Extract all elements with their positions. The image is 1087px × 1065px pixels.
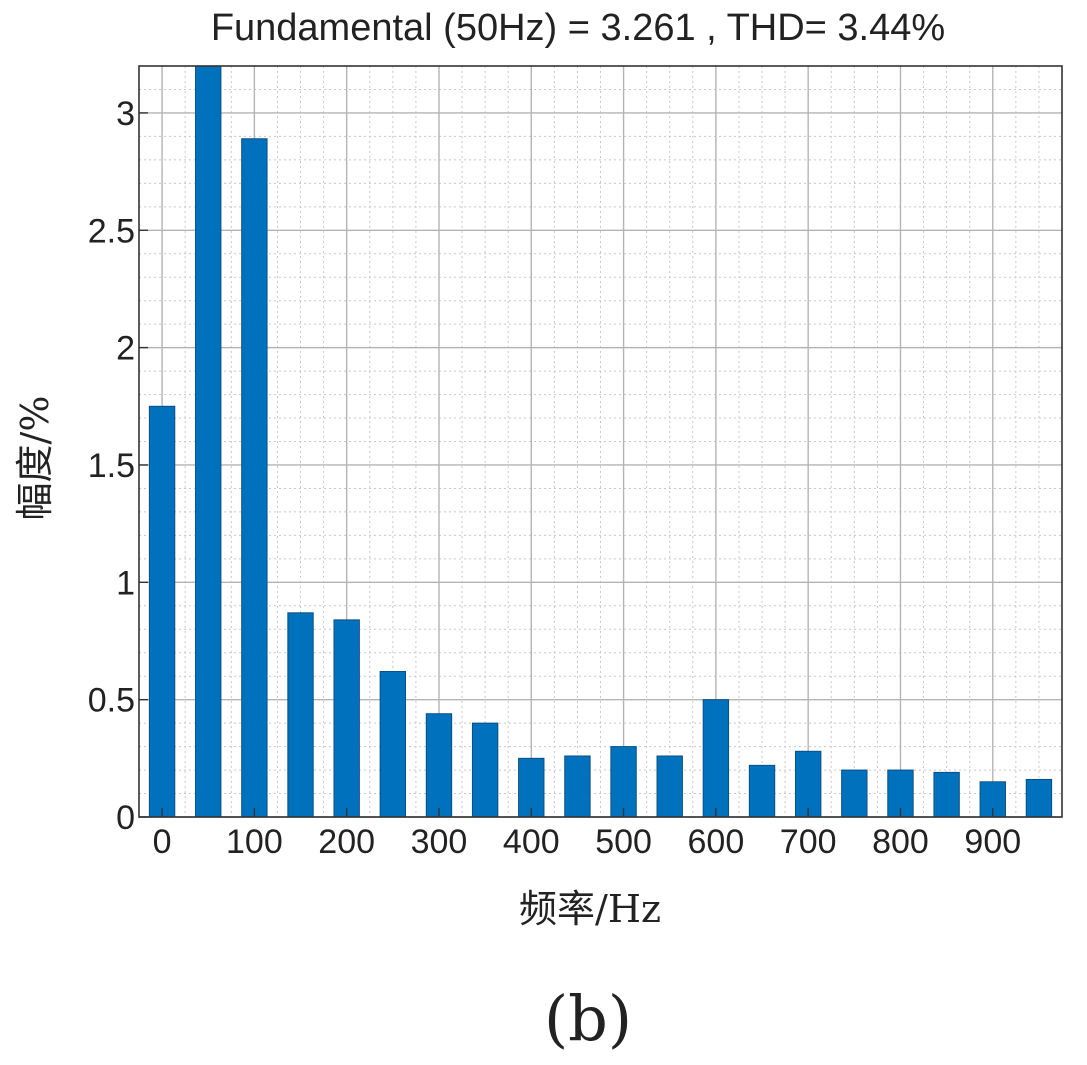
bar [287, 612, 314, 818]
x-tick-label: 500 [595, 823, 652, 861]
bar [148, 405, 176, 818]
bar [702, 699, 730, 818]
grid [138, 65, 1063, 818]
x-tick-label: 300 [411, 823, 468, 861]
chart-title: Fundamental (50Hz) = 3.261 , THD= 3.44% [211, 7, 945, 49]
y-tick-label: 0 [116, 799, 135, 837]
y-tick-label: 1.5 [88, 447, 135, 485]
axes [138, 65, 1063, 818]
y-tick-label: 1 [116, 564, 135, 602]
y-tick-label: 2 [116, 330, 135, 368]
x-axis-label: 频率/Hz [519, 887, 661, 931]
x-tick-label: 0 [153, 823, 172, 861]
x-tick-label: 700 [780, 823, 837, 861]
y-tick-label: 2.5 [88, 212, 135, 250]
figure-caption: (b) [544, 982, 632, 1055]
x-tick-label: 200 [318, 823, 375, 861]
x-tick-label: 800 [872, 823, 929, 861]
tick-labels: 0 100 200 300 400 500 600 700 800 900 0 0.5 1 1.5 2 2.5… [88, 95, 1021, 861]
bar [564, 755, 591, 818]
x-tick-label: 100 [226, 823, 283, 861]
x-tick-label: 600 [688, 823, 745, 861]
bar [241, 138, 268, 818]
y-tick-label: 0.5 [88, 682, 135, 720]
bar [471, 722, 499, 818]
x-tick-label: 400 [503, 823, 560, 861]
bar [794, 750, 822, 818]
bar [841, 769, 868, 818]
axes-box [138, 65, 1063, 818]
bar [379, 670, 407, 818]
bar [656, 755, 683, 818]
bar [333, 619, 360, 818]
bar [933, 771, 960, 818]
x-tick-label: 900 [964, 823, 1021, 861]
y-axis-label: 幅度/% [13, 396, 57, 521]
bar [1025, 778, 1053, 818]
y-tick-label: 3 [116, 95, 135, 133]
bar [748, 764, 776, 818]
bars [148, 65, 1053, 818]
bar [425, 713, 453, 818]
bar [610, 746, 637, 818]
bar [195, 65, 222, 818]
